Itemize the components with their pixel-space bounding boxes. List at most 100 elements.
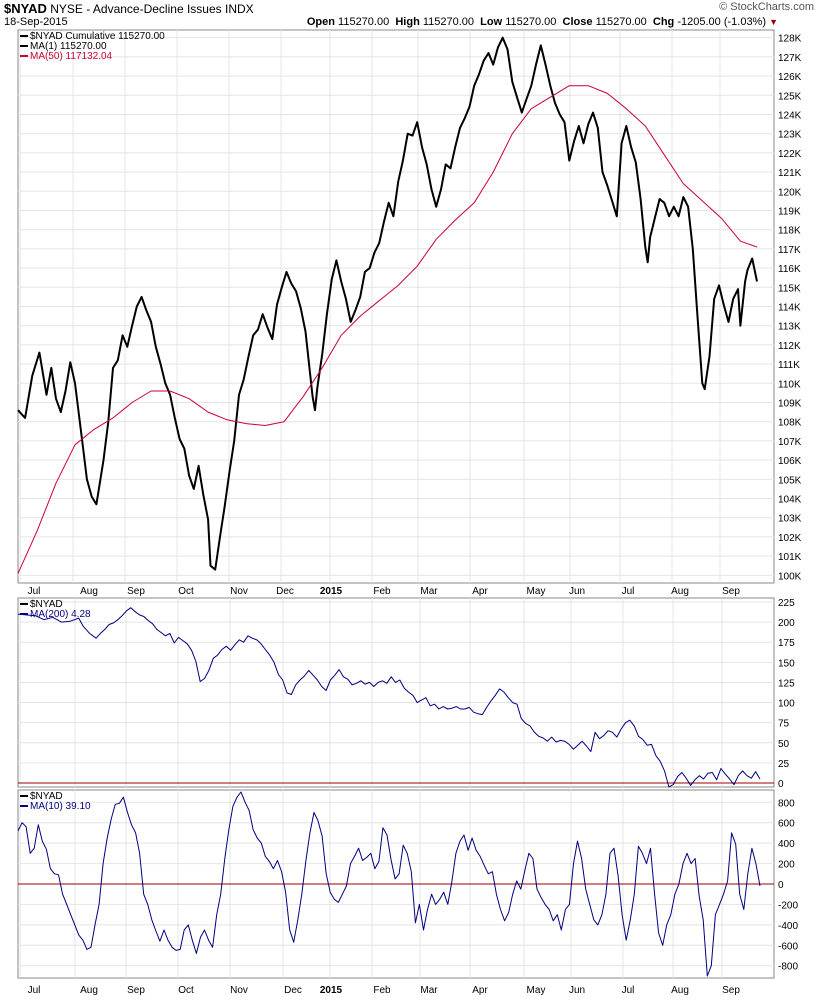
main-y-tick-label: 113K: [778, 322, 801, 333]
x-tick-label: Dec: [276, 586, 294, 597]
close-value: 115270.00: [595, 16, 647, 28]
x-tick-label: May: [527, 985, 546, 996]
x-tick-label: Jun: [569, 985, 585, 996]
ma200-legend-label: $NYAD: [30, 599, 63, 610]
main-y-tick-label: 121K: [778, 168, 802, 179]
close-label: Close: [562, 16, 593, 28]
x-tick-label: 2015: [320, 586, 343, 597]
main-y-tick-label: 103K: [778, 514, 802, 525]
main-y-tick-label: 115K: [778, 283, 801, 294]
x-tick-label: Jul: [28, 985, 41, 996]
main-y-tick-label: 126K: [778, 72, 802, 83]
x-tick-label: Nov: [230, 586, 248, 597]
main-y-tick-label: 128K: [778, 34, 802, 45]
main-y-tick-label: 116K: [778, 264, 801, 275]
ma200-y-tick-label: 225: [778, 598, 795, 609]
x-tick-label: Feb: [373, 586, 391, 597]
ma10-y-tick-label: 800: [778, 798, 795, 809]
x-tick-label: Sep: [722, 985, 740, 996]
main-y-tick-label: 101K: [778, 552, 802, 563]
symbol: $NYAD: [4, 1, 47, 16]
x-tick-label: Dec: [284, 985, 302, 996]
ma200-y-tick-label: 150: [778, 658, 795, 669]
main-y-tick-label: 112K: [778, 341, 801, 352]
x-tick-label: Oct: [178, 586, 194, 597]
main-y-tick-label: 100K: [778, 571, 802, 582]
main-y-tick-label: 124K: [778, 110, 802, 121]
ma200-y-tick-label: 100: [778, 699, 795, 710]
high-value: 115270.00: [422, 16, 475, 28]
ma200-legend-label: MA(200) 4.28: [30, 609, 91, 620]
main-y-tick-label: 123K: [778, 130, 802, 141]
low-label: Low: [480, 16, 503, 28]
x-tick-label: Sep: [127, 985, 145, 996]
main-y-tick-label: 117K: [778, 245, 801, 256]
main-y-tick-label: 119K: [778, 206, 801, 217]
x-tick-label: Feb: [373, 985, 391, 996]
chg-value: -1205.00 (-1.03%): [677, 16, 767, 28]
x-tick-label: Jun: [569, 586, 585, 597]
x-tick-label: 2015: [320, 985, 343, 996]
x-tick-label: Jul: [622, 586, 635, 597]
x-tick-label: May: [527, 586, 546, 597]
ma200-y-tick-label: 175: [778, 638, 795, 649]
x-tick-label: Nov: [230, 985, 248, 996]
main-legend-label: MA(1) 115270.00: [30, 41, 107, 52]
main-y-tick-label: 102K: [778, 533, 802, 544]
ma10-y-tick-label: -600: [778, 941, 798, 952]
x-tick-label: Apr: [472, 586, 488, 597]
stockcharts-logo[interactable]: © StockCharts.com: [719, 1, 814, 13]
main-y-tick-label: 106K: [778, 456, 802, 467]
description: NYSE - Advance-Decline Issues: [50, 2, 222, 16]
main-legend-label: MA(50) 117132.04: [30, 51, 113, 62]
x-tick-label: Aug: [671, 586, 689, 597]
x-tick-label: Apr: [472, 985, 488, 996]
open-label: Open: [306, 16, 335, 28]
x-tick-label: Aug: [80, 586, 98, 597]
main-y-tick-label: 125K: [778, 91, 802, 102]
high-label: High: [395, 16, 420, 28]
x-tick-label: Jul: [28, 586, 41, 597]
main-y-tick-label: 120K: [778, 187, 802, 198]
ma10-legend-label: MA(10) 39.10: [30, 801, 91, 812]
low-value: 115270.00: [505, 16, 557, 28]
ma10-y-tick-label: 200: [778, 860, 795, 871]
x-tick-label: Aug: [671, 985, 689, 996]
chart-date: 18-Sep-2015: [4, 16, 68, 28]
x-tick-label: Mar: [420, 586, 438, 597]
main-y-tick-label: 105K: [778, 475, 802, 486]
main-y-tick-label: 127K: [778, 53, 802, 64]
x-tick-label: Mar: [420, 985, 438, 996]
ma200-y-tick-label: 200: [778, 618, 795, 629]
ma10-y-tick-label: -200: [778, 900, 798, 911]
chg-label: Chg: [652, 16, 675, 28]
ma200-y-tick-label: 25: [778, 759, 790, 770]
main-y-tick-label: 107K: [778, 437, 802, 448]
main-y-tick-label: 122K: [778, 149, 802, 160]
main-legend-label: $NYAD Cumulative 115270.00: [30, 31, 165, 42]
ma50-series-line: [17, 85, 758, 574]
x-tick-label: Aug: [80, 985, 98, 996]
ma10-y-tick-label: -400: [778, 921, 798, 932]
open-value: 115270.00: [338, 16, 390, 28]
main-y-tick-label: 118K: [778, 226, 801, 237]
ma10-legend-label: $NYAD: [30, 791, 63, 802]
ma200-y-tick-label: 0: [778, 779, 784, 790]
x-tick-label: Oct: [178, 985, 194, 996]
ma200-series-line: [17, 607, 761, 788]
ma10-y-tick-label: 0: [778, 880, 784, 891]
ohlc-readout: Open 115270.00 High 115270.00 Low 115270…: [307, 16, 778, 28]
main-y-tick-label: 104K: [778, 495, 802, 506]
down-arrow-icon: ▼: [769, 17, 778, 27]
main-y-tick-label: 114K: [778, 303, 801, 314]
ma10-y-tick-label: -800: [778, 962, 798, 973]
exchange: INDX: [224, 2, 254, 16]
main-y-tick-label: 108K: [778, 418, 802, 429]
cumulative-series-line: [17, 36, 758, 571]
ma200-y-tick-label: 50: [778, 739, 790, 750]
main-y-tick-label: 109K: [778, 399, 802, 410]
x-tick-label: Jul: [622, 985, 635, 996]
ma10-y-tick-label: 400: [778, 839, 795, 850]
x-tick-label: Sep: [722, 586, 740, 597]
